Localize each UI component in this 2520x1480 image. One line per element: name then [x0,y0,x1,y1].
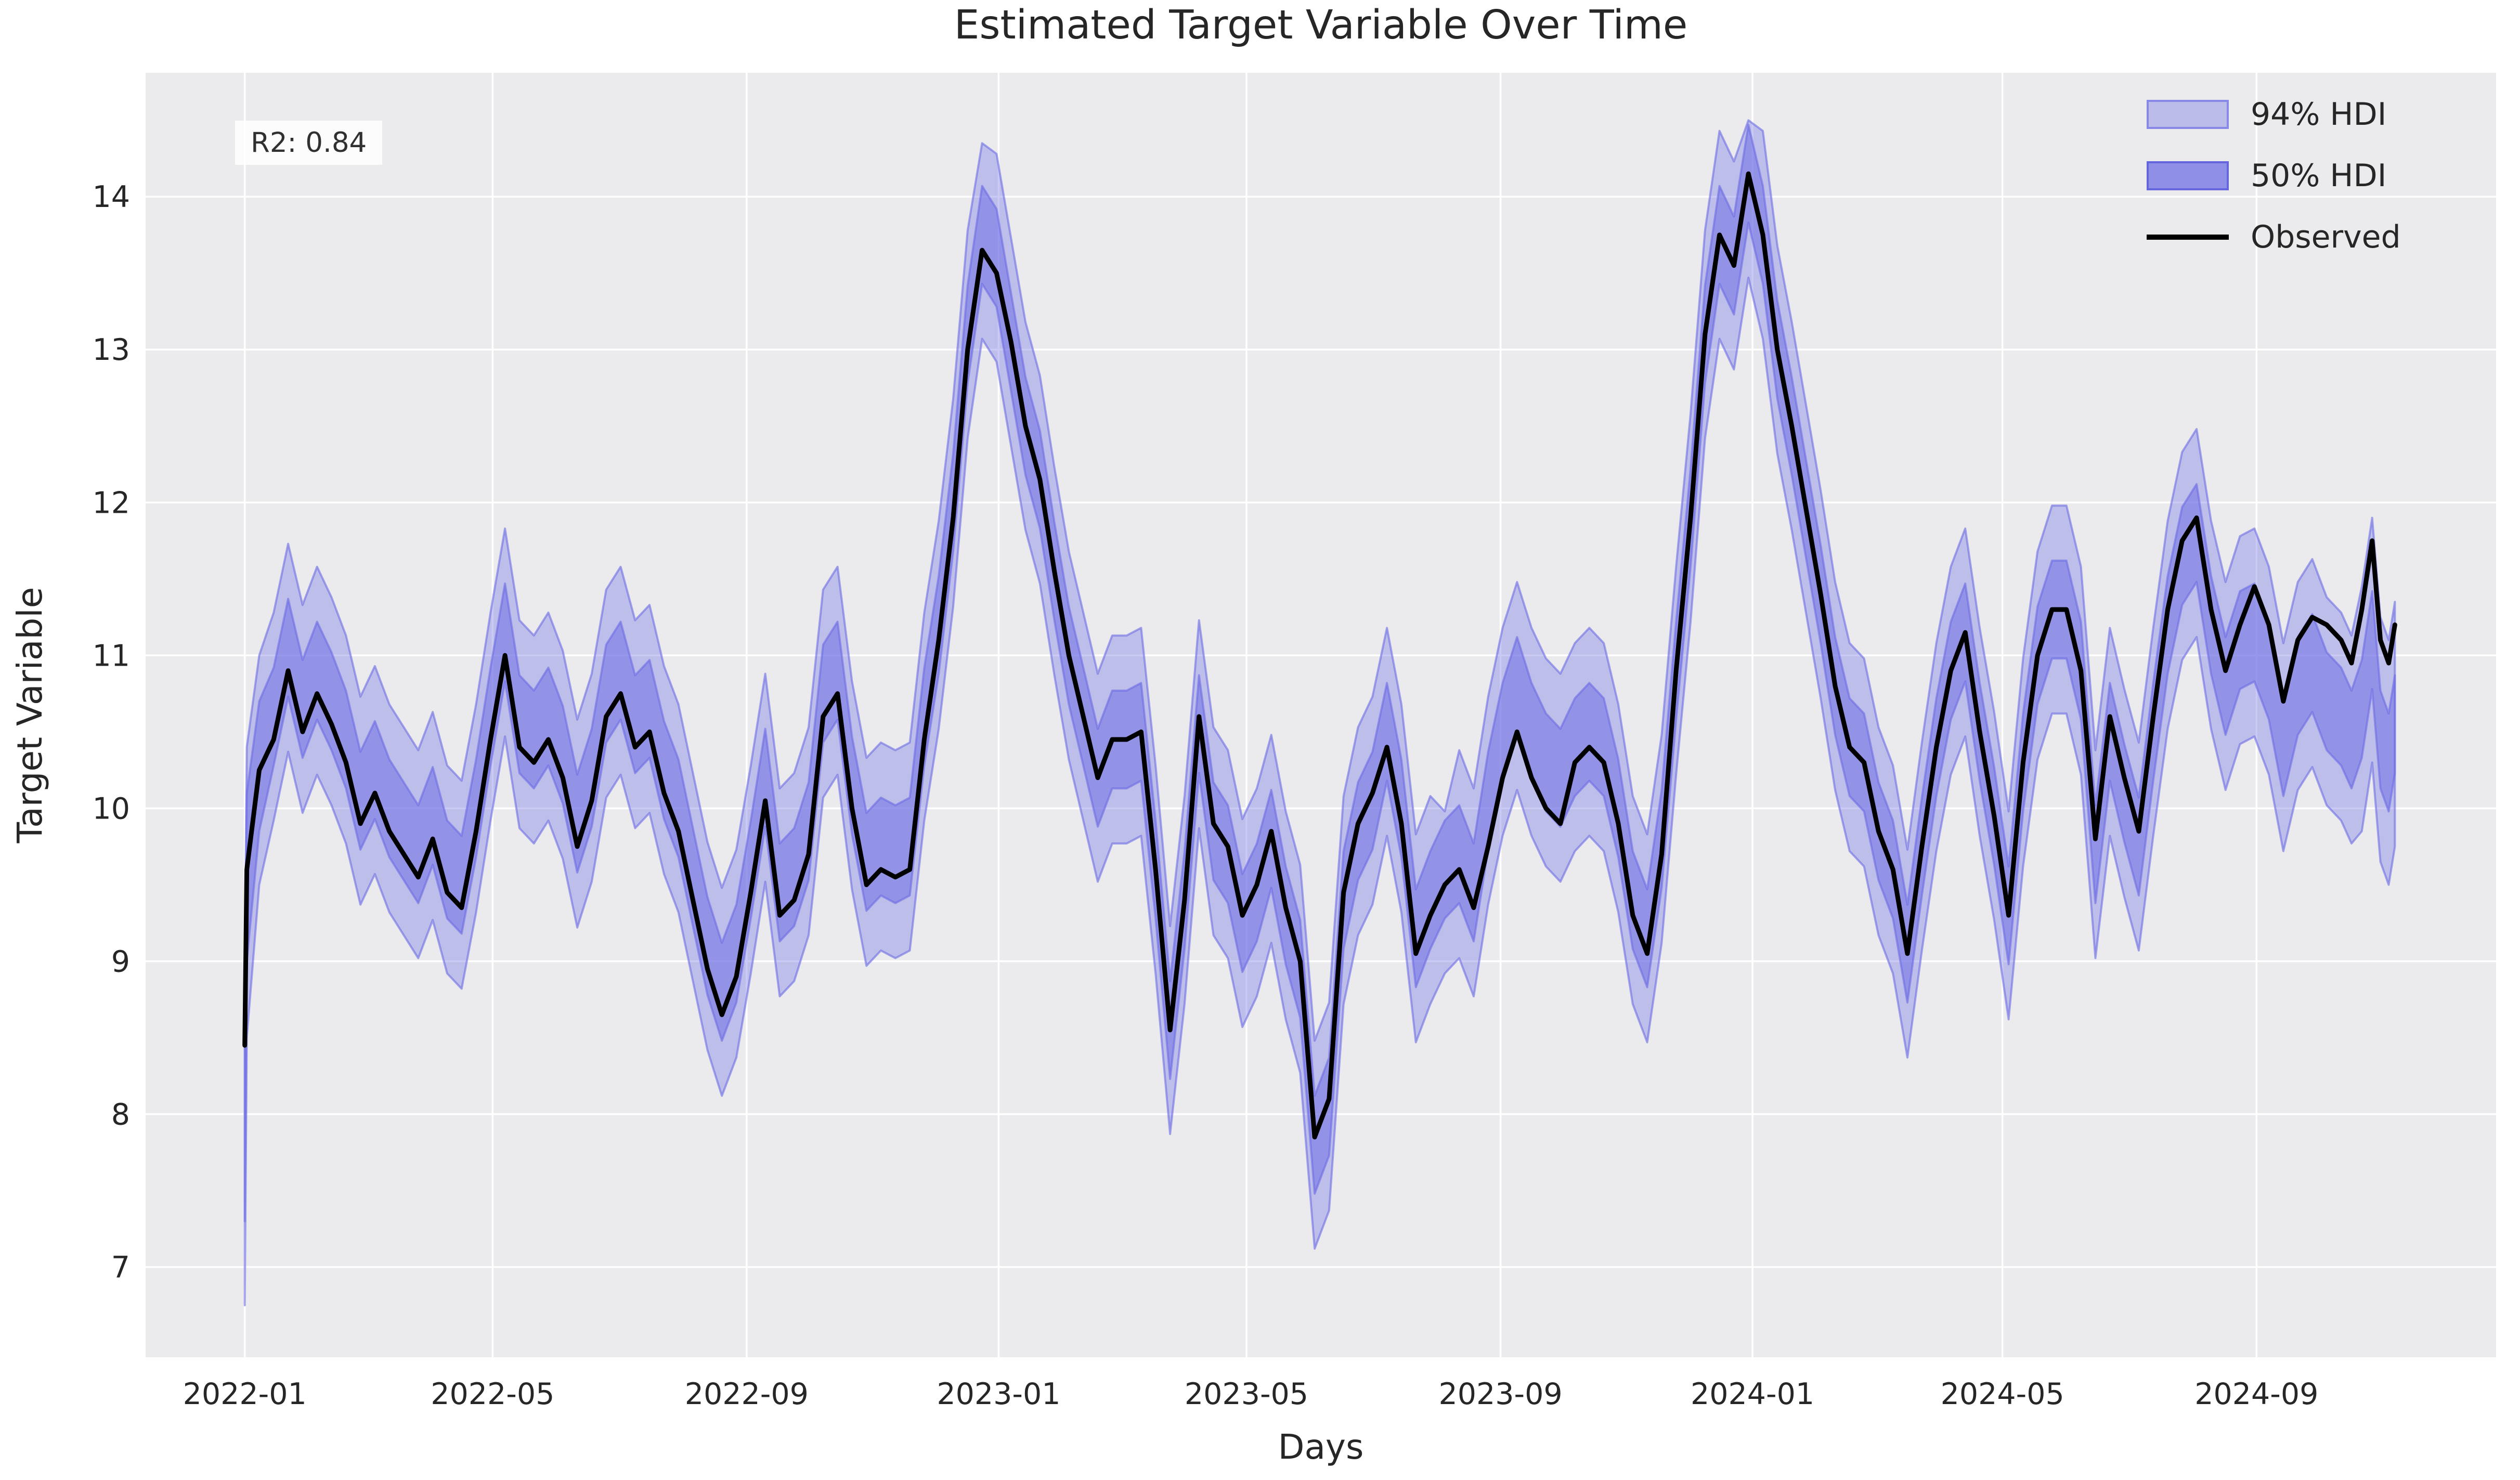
y-tick-label: 11 [92,639,130,673]
hdi50-band [243,124,2396,1223]
legend-label-observed: Observed [2251,219,2401,255]
legend-row-observed: Observed [2147,214,2401,260]
y-tick-label: 7 [111,1251,130,1285]
y-tick-label: 12 [92,486,130,520]
x-tick-label: 2024-09 [2194,1377,2318,1411]
legend-label-94-hdi: 94% HDI [2251,96,2387,133]
hdi50-swatch-icon [2147,161,2229,190]
observed-line [242,171,2397,1140]
x-tick-label: 2022-09 [685,1377,809,1411]
x-tick-label: 2024-05 [1941,1377,2064,1411]
y-axis-label: Target Variable [10,587,50,843]
chart-title: Estimated Target Variable Over Time [954,2,1688,48]
hdi94-swatch-icon [2147,100,2229,129]
legend-row-50-hdi: 50% HDI [2147,153,2401,199]
y-tick-label: 13 [92,333,130,367]
x-tick-label: 2024-01 [1691,1377,1814,1411]
y-tick-label: 8 [111,1098,130,1132]
hdi94-band [243,119,2396,1306]
x-tick-label: 2022-01 [183,1377,307,1411]
legend-label-50-hdi: 50% HDI [2251,158,2387,194]
x-axis-label: Days [1278,1427,1364,1467]
observed-line-swatch-icon [2147,235,2229,240]
x-tick-label: 2023-05 [1185,1377,1308,1411]
x-tick-label: 2022-05 [431,1377,554,1411]
y-tick-label: 10 [92,791,130,826]
y-tick-label: 9 [111,944,130,979]
legend: 94% HDI 50% HDI Observed [2147,92,2401,276]
x-tick-label: 2023-09 [1439,1377,1563,1411]
r2-annotation: R2: 0.84 [235,121,383,165]
legend-row-94-hdi: 94% HDI [2147,92,2401,137]
x-tick-label: 2023-01 [937,1377,1060,1411]
y-tick-label: 14 [92,180,130,214]
